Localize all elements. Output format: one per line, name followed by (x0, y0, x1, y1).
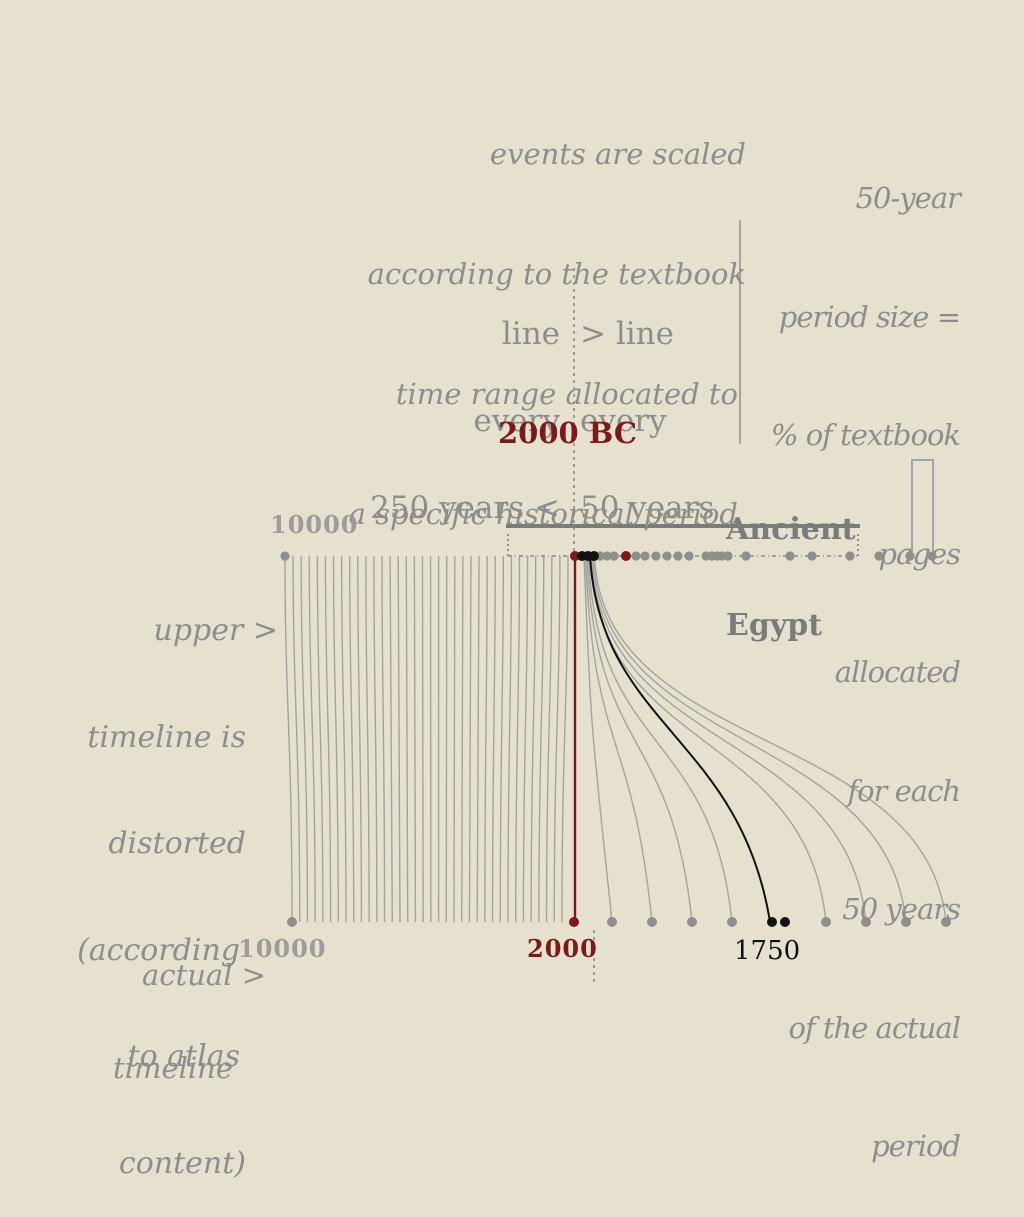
connector-line-250 (523, 556, 527, 922)
line-left-3: 250 years < (370, 494, 560, 523)
connector-line-250 (508, 556, 511, 922)
connector-line-250 (358, 556, 362, 922)
line-right-1: > line (580, 320, 740, 349)
ancient-egypt-line-2: Egypt (726, 610, 856, 642)
line-right-3: 50 years (580, 494, 740, 523)
connector-line-250 (547, 556, 552, 922)
period-note-line-8: of the actual (760, 1009, 960, 1049)
actual-note-line-2: timeline (60, 1053, 266, 1084)
connector-line-250 (539, 556, 544, 922)
line-every-250-label: line every 250 years < (370, 262, 560, 552)
actual-note-line-1: actual > (60, 960, 266, 991)
upper-timeline-dot (280, 551, 289, 560)
label-2000-bc: 2000 BC (498, 416, 637, 450)
connector-line-250 (309, 556, 315, 922)
lower-timeline-dot (727, 917, 737, 927)
lower-dot-2000 (569, 917, 579, 927)
connector-line-250 (366, 556, 369, 922)
connector-line-250 (493, 556, 496, 922)
upper-note-line-2: timeline is (40, 720, 278, 756)
upper-timeline-note: upper > timeline is distorted (according… (40, 542, 278, 1217)
connector-line-250 (562, 556, 568, 922)
connector-line-250 (342, 556, 346, 922)
period-note-line-2: period size = (760, 298, 960, 338)
connector-line-250 (422, 556, 423, 922)
connector-line-250 (293, 556, 300, 922)
lower-timeline-dot (687, 917, 697, 927)
lower-1750-label: 1750 (734, 936, 800, 966)
connector-line-50 (586, 556, 653, 922)
connector-line-50 (589, 556, 733, 922)
connector-line-250 (516, 556, 520, 922)
connector-line-250 (398, 556, 400, 922)
connector-line-250 (454, 556, 455, 922)
connector-line-250 (334, 556, 339, 922)
line-every-50-label: > line every 50 years (580, 262, 740, 552)
connector-line-250 (469, 556, 471, 922)
connector-line-250 (390, 556, 392, 922)
lower-10000-label: 10000 (238, 934, 327, 963)
connector-line-250 (374, 556, 377, 922)
lower-timeline-dot (287, 917, 297, 927)
line-left-1: line (370, 320, 560, 349)
upper-note-line-3: distorted (40, 826, 278, 862)
ancient-egypt-label: Ancient Egypt (726, 450, 856, 674)
events-note-line-1: events are scaled (300, 134, 746, 174)
period-note-line-9: period (760, 1127, 960, 1167)
connector-line-250 (485, 556, 487, 922)
period-note-line-1: 50-year (760, 179, 960, 219)
connector-line-250 (477, 556, 479, 922)
lower-2000-label: 2000 (527, 934, 598, 963)
connector-line-250 (414, 556, 415, 922)
actual-timeline-note: actual > timeline (60, 898, 266, 1115)
connector-line-250 (285, 556, 292, 922)
connector-line-250 (462, 556, 463, 922)
connector-line-250 (350, 556, 354, 922)
connector-line-250 (500, 556, 503, 922)
period-note-line-7: 50 years (760, 890, 960, 930)
connector-line-250 (301, 556, 307, 922)
connector-line-250 (325, 556, 330, 922)
connector-line-50 (587, 556, 692, 922)
period-note-line-6: for each (760, 772, 960, 812)
upper-note-line-1: upper > (40, 613, 278, 649)
connector-line-250 (317, 556, 323, 922)
lower-timeline-dot (607, 917, 617, 927)
connector-line-250 (382, 556, 385, 922)
upper-10000-label: 10000 (270, 510, 359, 539)
connector-line-250 (406, 556, 407, 922)
lower-timeline-dot (647, 917, 657, 927)
ancient-egypt-line-1: Ancient (726, 514, 856, 546)
connector-line-250 (554, 556, 560, 922)
connector-line-250 (531, 556, 536, 922)
upper-note-line-6: content) (40, 1146, 278, 1182)
